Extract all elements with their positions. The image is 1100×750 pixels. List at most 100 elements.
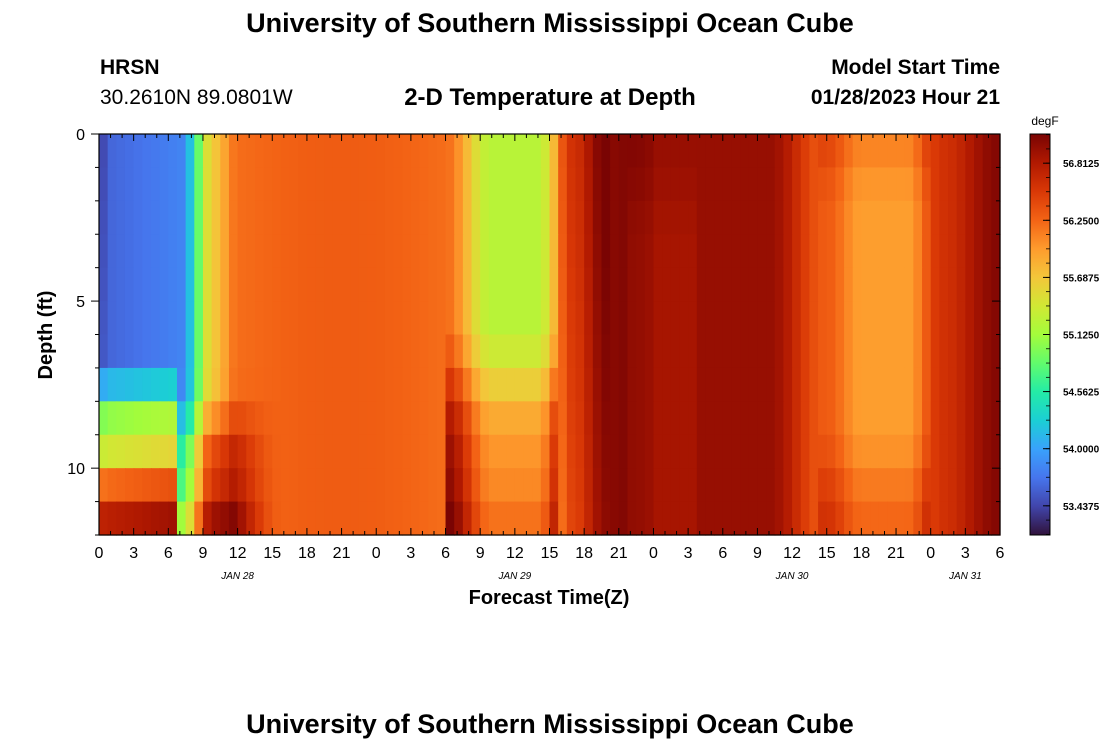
heatmap-cell <box>150 401 161 436</box>
heatmap-cell <box>506 367 516 402</box>
heatmap-cell <box>566 434 577 469</box>
heatmap-cell <box>350 267 360 302</box>
heatmap-cell <box>558 234 568 269</box>
heatmap-cell <box>930 501 940 536</box>
heatmap-cell <box>696 468 707 503</box>
colorbar-tick-label: 54.5625 <box>1063 388 1100 399</box>
heatmap-cell <box>991 301 1001 336</box>
heatmap-cell <box>774 401 785 436</box>
heatmap-cell <box>540 200 551 235</box>
heatmap-cell <box>263 367 273 402</box>
heatmap-cell <box>436 434 447 469</box>
heatmap-cell <box>558 367 568 402</box>
heatmap-cell <box>896 267 906 302</box>
heatmap-cell <box>766 434 776 469</box>
heatmap-cell <box>826 301 836 336</box>
heatmap-cell <box>185 267 195 302</box>
colorbar-tick-label: 56.2500 <box>1063 216 1100 227</box>
heatmap-cell <box>696 134 707 169</box>
heatmap-cell <box>211 267 221 302</box>
heatmap-cell <box>350 501 360 536</box>
heatmap-cell <box>107 267 117 302</box>
heatmap-cell <box>982 301 992 336</box>
heatmap-cell <box>549 301 559 336</box>
heatmap-cell <box>185 301 195 336</box>
x-tick-label: 21 <box>333 545 351 562</box>
heatmap-cell <box>480 301 490 336</box>
heatmap-cell <box>124 301 135 336</box>
heatmap-cell <box>705 367 715 402</box>
heatmap-cell <box>99 468 109 503</box>
heatmap-cell <box>696 200 707 235</box>
heatmap-cell <box>558 301 568 336</box>
heatmap-cell <box>584 167 594 202</box>
heatmap-cell <box>592 167 603 202</box>
heatmap-cell <box>904 301 914 336</box>
heatmap-cell <box>159 434 169 469</box>
heatmap-cell <box>376 234 386 269</box>
heatmap-cell <box>852 167 862 202</box>
heatmap-cell <box>280 401 291 436</box>
heatmap-cell <box>627 200 637 235</box>
heatmap-cell <box>887 234 897 269</box>
heatmap-cell <box>532 234 542 269</box>
heatmap-cell <box>246 468 256 503</box>
heatmap-cell <box>445 468 455 503</box>
heatmap-cell <box>514 367 525 402</box>
heatmap-cell <box>315 367 325 402</box>
heatmap-cell <box>662 401 672 436</box>
heatmap-cell <box>159 468 169 503</box>
heatmap-cell <box>930 134 940 169</box>
heatmap-cell <box>584 301 594 336</box>
heatmap-cell <box>610 401 620 436</box>
heatmap-cell <box>306 234 317 269</box>
heatmap-cell <box>740 434 750 469</box>
heatmap-cell <box>159 267 169 302</box>
heatmap-cell <box>584 134 594 169</box>
heatmap-cell <box>142 167 152 202</box>
heatmap-cell <box>497 267 507 302</box>
heatmap-cell <box>124 334 135 369</box>
heatmap-cell <box>974 367 984 402</box>
x-tick-label: 0 <box>926 545 935 562</box>
heatmap-cell <box>194 401 204 436</box>
heatmap-cell <box>792 434 802 469</box>
heatmap-cell <box>549 167 559 202</box>
heatmap-cell <box>982 267 992 302</box>
heatmap-cell <box>757 301 767 336</box>
depth-temperature-chart: 0 3 6 9 12 15 18 21 0 3 6 9 12 15 18 21 0 3 6 9 12 15 18 21 0 3 6 … <box>35 114 1100 609</box>
heatmap-cell <box>662 134 672 169</box>
heatmap-cell <box>436 334 447 369</box>
heatmap-cell <box>107 501 117 536</box>
heatmap-cell <box>783 234 793 269</box>
heatmap-cell <box>558 501 568 536</box>
heatmap-cell <box>99 334 109 369</box>
heatmap-cell <box>870 134 880 169</box>
heatmap-cell <box>168 234 178 269</box>
heatmap-cell <box>644 468 655 503</box>
heatmap-cell <box>566 267 577 302</box>
heatmap-cell <box>809 468 819 503</box>
heatmap-cell <box>289 234 299 269</box>
heatmap-cell <box>852 200 862 235</box>
heatmap-cell <box>185 401 195 436</box>
heatmap-cell <box>852 334 862 369</box>
heatmap-cell <box>792 334 802 369</box>
heatmap-cell <box>298 167 308 202</box>
heatmap-cell <box>436 167 447 202</box>
heatmap-cell <box>930 367 940 402</box>
heatmap-cell <box>246 501 256 536</box>
heatmap-cell <box>445 401 455 436</box>
heatmap-cell <box>428 501 438 536</box>
heatmap-cell <box>246 401 256 436</box>
heatmap-cell <box>514 301 525 336</box>
heatmap-cell <box>306 367 317 402</box>
heatmap-cell <box>705 267 715 302</box>
heatmap-cell <box>549 434 559 469</box>
heatmap-cell <box>540 267 551 302</box>
heatmap-cell <box>809 501 819 536</box>
x-tick-label: 3 <box>406 545 415 562</box>
heatmap-cell <box>670 267 681 302</box>
heatmap-cell <box>904 367 914 402</box>
heatmap-cell <box>211 434 221 469</box>
